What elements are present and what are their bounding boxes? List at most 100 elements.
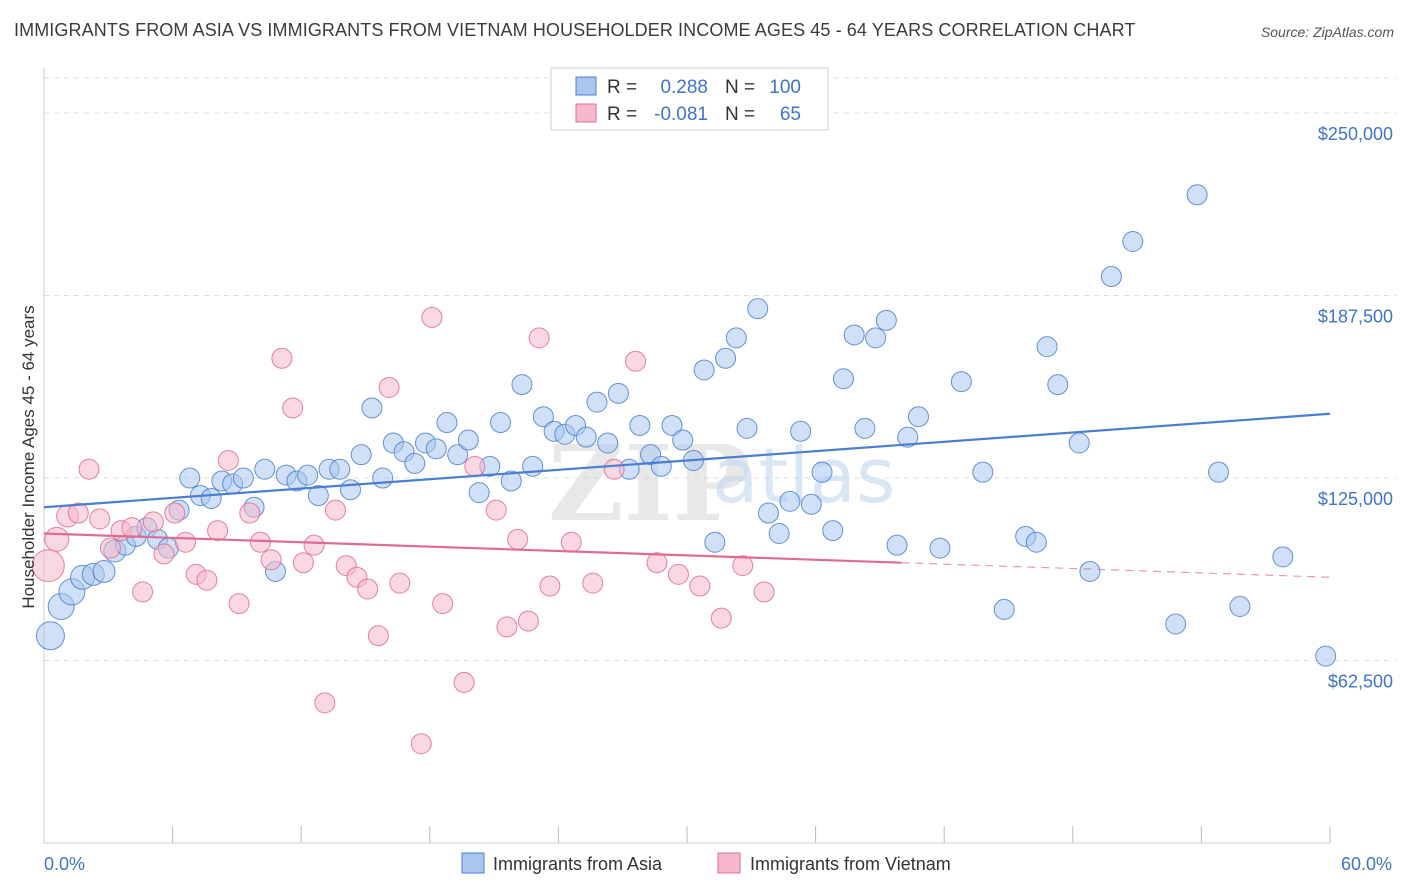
data-point-vietnam — [528, 327, 550, 349]
data-point-asia — [907, 406, 929, 428]
data-point-asia — [179, 467, 201, 489]
data-point-vietnam — [389, 572, 411, 594]
data-point-vietnam — [357, 578, 379, 600]
data-point-vietnam — [646, 552, 668, 574]
data-point-vietnam — [732, 555, 754, 577]
data-point-asia — [704, 531, 726, 553]
data-point-vietnam — [432, 593, 454, 615]
data-point-asia — [790, 420, 812, 442]
data-point-asia — [1100, 266, 1122, 288]
data-point-vietnam — [78, 458, 100, 480]
trend-line-vietnam-extension — [901, 562, 1331, 578]
data-point-asia — [875, 309, 897, 331]
series-vietnam-points — [31, 306, 775, 755]
data-point-vietnam — [292, 552, 314, 574]
data-point-vietnam — [421, 306, 443, 328]
data-point-asia — [457, 429, 479, 451]
data-point-asia — [425, 438, 447, 460]
data-point-vietnam — [239, 502, 261, 524]
data-point-asia — [500, 470, 522, 492]
data-point-asia — [747, 298, 769, 320]
y-axis-title: Householder Income Ages 45 - 64 years — [19, 305, 38, 608]
data-point-asia — [586, 391, 608, 413]
data-point-asia — [757, 502, 779, 524]
data-point-asia — [715, 347, 737, 369]
data-point-asia — [843, 324, 865, 346]
x-tick-label-end: 60.0% — [1341, 854, 1392, 874]
stats-n-label-vietnam: N = — [725, 104, 755, 125]
data-point-asia — [865, 327, 887, 349]
data-point-asia — [650, 455, 672, 477]
stats-n-value-asia: 100 — [769, 77, 801, 98]
data-point-asia — [822, 520, 844, 542]
data-point-vietnam — [89, 508, 111, 530]
data-point-vietnam — [271, 347, 293, 369]
data-point-asia — [350, 444, 372, 466]
data-point-asia — [1165, 613, 1187, 635]
data-point-vietnam — [99, 537, 121, 559]
data-point-asia — [1122, 231, 1144, 253]
data-point-asia — [1208, 461, 1230, 483]
data-point-vietnam — [625, 350, 647, 372]
chart-source: Source: ZipAtlas.com — [1260, 24, 1394, 40]
data-point-vietnam — [560, 531, 582, 553]
data-point-asia — [929, 537, 951, 559]
trend-lines — [43, 412, 1331, 578]
data-point-vietnam — [142, 511, 164, 533]
data-point-vietnam — [164, 502, 186, 524]
data-point-asia — [993, 598, 1015, 620]
data-point-asia — [629, 414, 651, 436]
data-point-asia — [92, 559, 116, 583]
data-points — [31, 184, 1337, 755]
data-point-vietnam — [174, 531, 196, 553]
data-point-asia — [522, 455, 544, 477]
data-point-asia — [1068, 432, 1090, 454]
data-point-asia — [1315, 645, 1337, 667]
data-point-asia — [361, 397, 383, 419]
data-point-asia — [950, 371, 972, 393]
data-point-vietnam — [44, 526, 70, 552]
data-point-asia — [1186, 184, 1208, 206]
data-point-asia — [404, 452, 426, 474]
data-point-vietnam — [582, 572, 604, 594]
stats-r-label-vietnam: R = — [607, 104, 637, 125]
data-point-asia — [897, 426, 919, 448]
axes — [43, 68, 1331, 844]
data-point-vietnam — [603, 458, 625, 480]
data-point-vietnam — [507, 528, 529, 550]
legend-swatch-vietnam — [717, 852, 741, 874]
data-point-vietnam — [410, 733, 432, 755]
data-point-vietnam — [260, 549, 282, 571]
data-point-asia — [307, 485, 329, 507]
data-point-asia — [1025, 531, 1047, 553]
data-point-asia — [35, 621, 65, 651]
data-point-vietnam — [485, 499, 507, 521]
data-point-asia — [532, 406, 554, 428]
stats-swatch-asia — [575, 76, 597, 96]
y-tick-label: $62,500 — [1328, 672, 1393, 692]
trend-line-vietnam — [43, 532, 902, 564]
data-point-asia — [1079, 560, 1101, 582]
data-point-asia — [297, 464, 319, 486]
stats-r-value-vietnam: -0.081 — [654, 104, 708, 125]
data-point-asia — [811, 461, 833, 483]
data-point-asia — [886, 534, 908, 556]
y-tick-label: $125,000 — [1318, 489, 1393, 509]
data-point-vietnam — [132, 581, 154, 603]
series-asia-points — [35, 184, 1337, 667]
stats-r-value-asia: 0.288 — [660, 77, 708, 98]
data-point-vietnam — [121, 517, 143, 539]
data-point-vietnam — [710, 607, 732, 629]
data-point-asia — [768, 522, 790, 544]
data-point-asia — [725, 327, 747, 349]
data-point-asia — [672, 429, 694, 451]
stats-r-label-asia: R = — [607, 77, 637, 98]
legend-swatch-asia — [461, 852, 485, 874]
data-point-asia — [1272, 546, 1294, 568]
data-point-asia — [854, 417, 876, 439]
data-point-vietnam — [324, 499, 346, 521]
data-point-asia — [372, 467, 394, 489]
data-point-asia — [1229, 595, 1251, 617]
data-point-asia — [607, 382, 629, 404]
